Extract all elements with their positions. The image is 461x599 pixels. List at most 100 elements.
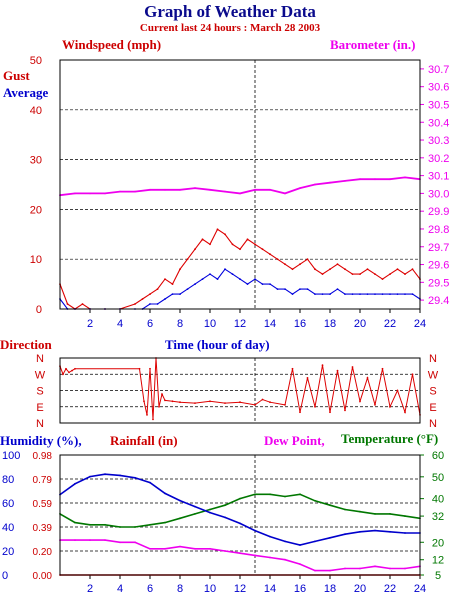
baro-y-tick-label: 30.2 (428, 153, 449, 165)
direction-right-tick-label: S (429, 386, 436, 398)
series-dew-point-line-point (329, 569, 331, 572)
series-dew-point-line-point (179, 545, 181, 548)
series-average-line-point (351, 293, 354, 295)
series-gust-line-point (156, 288, 159, 290)
series-temperature-line-point (299, 493, 301, 496)
series-gust-line-point (141, 298, 144, 300)
series-humidity-line-point (404, 532, 406, 534)
series-dew-point-line-point (194, 547, 196, 550)
rainfall-y-tick-label: 0.98 (33, 451, 53, 462)
temperature-y-tick-label: 60 (432, 450, 444, 462)
series-average-line-point (149, 303, 151, 305)
direction-plot-frame (59, 357, 421, 424)
series-average-line-point (299, 288, 301, 290)
series-dew-point-line (60, 539, 421, 572)
series-gust-line-point (239, 248, 241, 251)
series-gust-line-point (81, 303, 84, 305)
series-direction-line-point (411, 373, 414, 376)
baro-y-tick-label: 30.4 (428, 117, 449, 129)
series-average-line-point (329, 293, 331, 295)
series-gust-line-point (209, 243, 211, 246)
series-direction-line-point (224, 402, 226, 404)
series-gust-line-point (351, 273, 354, 275)
series-average-line-point (239, 278, 241, 280)
time-x-tick-label: 12 (234, 318, 246, 330)
series-direction-line-point (74, 367, 76, 370)
temperature-y-tick-label: 20 (432, 537, 444, 549)
series-gust-line-point (314, 268, 316, 271)
series-average-line-point (381, 293, 384, 295)
series-average-line-point (224, 268, 226, 271)
baro-y-tick-label: 30.5 (428, 99, 449, 111)
series-average-line-point (284, 288, 286, 290)
series-humidity-line-point (344, 533, 346, 536)
rainfall-y-tick-label: 0.39 (33, 523, 53, 534)
series-gust-line-point (66, 303, 69, 305)
series-humidity-line-point (224, 516, 226, 519)
series-dew-point-line-point (359, 567, 361, 570)
series-gust-line-point (179, 268, 181, 271)
series-temperature-line-point (164, 521, 166, 524)
direction-right-tick-label: E (429, 402, 436, 414)
series-gust-line-point (411, 268, 414, 271)
series-dew-point-line-point (74, 539, 76, 541)
series-barometer-line-point (314, 183, 316, 186)
baro-y-tick-label: 30.7 (428, 64, 449, 76)
series-barometer-line-point (404, 176, 406, 179)
series-barometer-line-point (329, 181, 331, 184)
temperature-y-tick-label: 5 (435, 570, 441, 582)
series-gust-line-point (254, 243, 256, 246)
series-direction-line-point (194, 402, 196, 404)
series-humidity-line (59, 473, 420, 546)
series-temperature-line-point (209, 508, 211, 511)
wind-panel: 0 10 20 30 40 50 29.4 29.5 29.6 29.7 29.8 29.9 30.0 3… (30, 55, 450, 330)
legend-gust: Gust (3, 68, 30, 83)
series-barometer-line-point (254, 188, 256, 191)
series-direction-line (59, 357, 421, 420)
series-average-line-point (216, 278, 219, 280)
series-direction-line-point (209, 400, 211, 403)
series-temperature-line-point (314, 499, 316, 502)
series-barometer-line-point (344, 180, 346, 182)
temperature-label: Temperature (°F) (341, 431, 438, 446)
series-barometer-line-point (74, 192, 76, 195)
series-dew-point-line-point (284, 558, 286, 561)
series-dew-point-line-point (209, 547, 211, 550)
series-barometer-line-point (374, 178, 376, 181)
series-gust-line-point (216, 228, 219, 231)
series-barometer-line-point (119, 190, 121, 193)
series-direction-line-point (158, 405, 160, 408)
series-gust-line-point (164, 278, 166, 280)
series-humidity-line-point (134, 476, 136, 479)
baro-y-tick-label: 29.5 (428, 277, 449, 289)
series-temperature-line-point (254, 493, 256, 496)
series-direction-line-point (164, 399, 166, 402)
series-temperature-line-point (389, 513, 391, 515)
series-dew-point-line-point (149, 547, 151, 550)
series-gust-line-point (396, 268, 399, 271)
series-direction-line-point (71, 369, 73, 372)
wind-y-tick-label: 0 (36, 304, 42, 316)
series-average-line-point (404, 293, 406, 295)
series-direction-line-point (299, 411, 301, 414)
series-average-line-point (201, 278, 204, 280)
series-humidity-line-point (239, 522, 241, 525)
temperature-y-tick-label: 40 (432, 494, 444, 506)
series-gust-line-point (374, 273, 376, 275)
series-direction-line-point (381, 367, 384, 370)
legend-average: Average (3, 85, 48, 100)
series-average-line-point (261, 283, 264, 285)
series-temperature-line-point (404, 515, 406, 517)
series-gust-line-point (171, 283, 174, 285)
time-x-tick-label: 2 (87, 318, 93, 330)
series-average-line-point (374, 293, 376, 295)
series-gust-line-point (344, 268, 346, 271)
direction-panel: N NW WS SE EN N (35, 353, 439, 430)
rainfall-y-tick-label: 0.59 (33, 499, 53, 510)
series-barometer-line-point (359, 178, 361, 181)
series-dew-point-line-point (389, 567, 391, 570)
series-average-line-point (344, 293, 346, 295)
series-direction-line-point (329, 411, 331, 414)
series-direction-line-point (374, 404, 376, 406)
series-barometer-line-point (239, 192, 241, 195)
